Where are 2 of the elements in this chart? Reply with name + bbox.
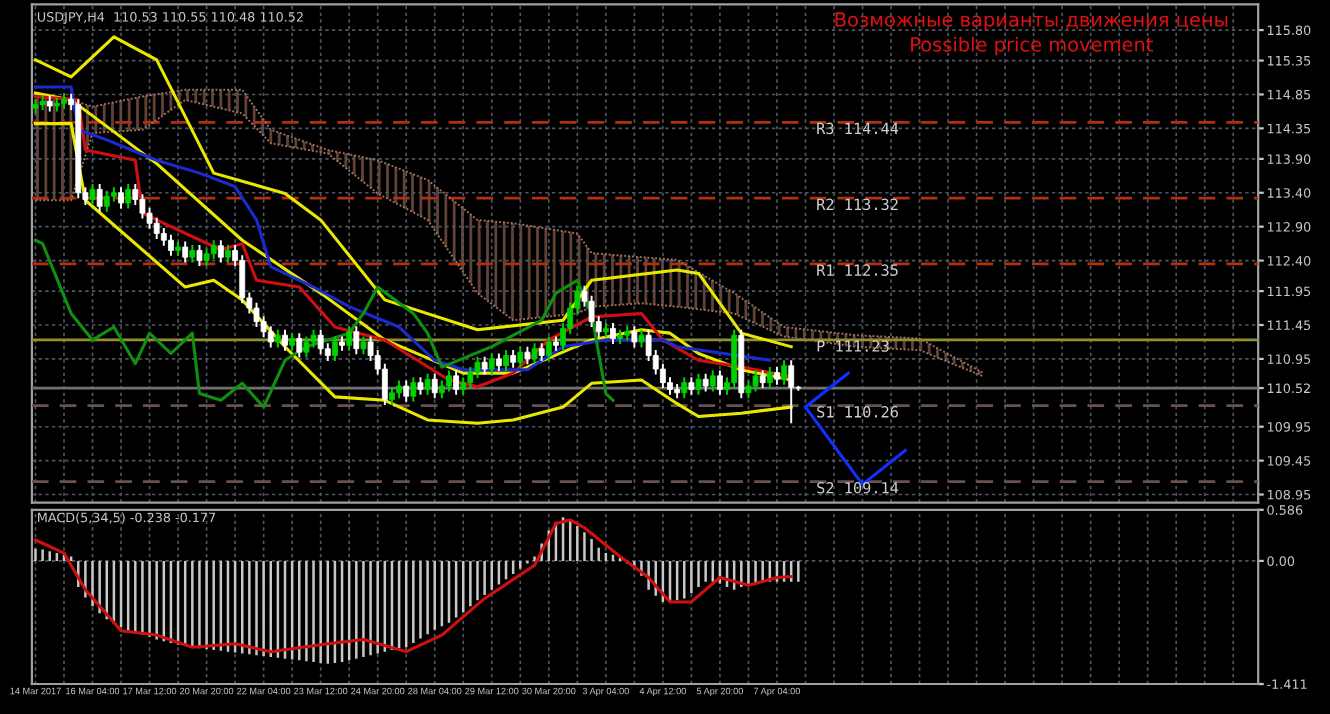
annotation: Possible price movement xyxy=(911,36,1153,56)
annotation: Возможные варианты движения цены xyxy=(835,12,1228,31)
